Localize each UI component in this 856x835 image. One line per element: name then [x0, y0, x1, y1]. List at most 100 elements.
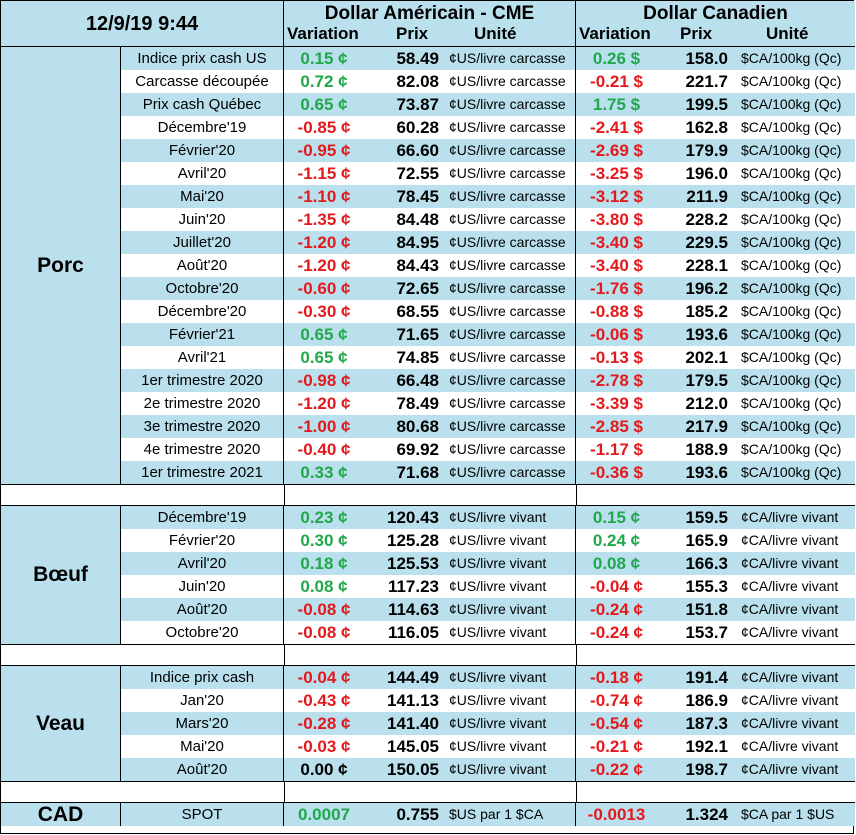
cad-variation: 0.08 ¢	[592, 554, 641, 573]
usd-price: 78.49	[396, 394, 439, 413]
usd-unit: ¢US/livre carcasse	[449, 254, 576, 277]
usd-price: 125.53	[387, 554, 439, 573]
cad-unit: $CA/100kg (Qc)	[741, 349, 842, 365]
usd-unit: ¢US/livre vivant	[449, 598, 576, 621]
table-row: Août'20 -0.08 ¢ 114.63 ¢US/livre vivant -0.2…	[1, 598, 855, 621]
cad-variation: -0.88 $	[590, 302, 643, 321]
usd-header: Dollar Américain - CME Variation Prix Un…	[284, 1, 576, 47]
row-label: Juin'20	[120, 575, 284, 598]
usd-price: 71.65	[396, 325, 439, 344]
usd-price: 58.49	[396, 49, 439, 68]
cad-price: 198.7	[685, 760, 728, 779]
cad-unit: $CA/100kg (Qc)	[741, 234, 842, 250]
usd-variation: -0.98 ¢	[297, 371, 351, 390]
usd-variation: 0.65 ¢	[300, 325, 348, 344]
row-label: 1er trimestre 2021	[120, 461, 284, 484]
usd-price: 66.60	[396, 141, 439, 160]
separator-line	[284, 782, 285, 802]
table-row: Décembre'20 -0.30 ¢ 68.55 ¢US/livre carcass…	[1, 300, 855, 323]
cad-price: 188.9	[685, 440, 728, 459]
usd-price: 68.55	[396, 302, 439, 321]
usd-price: 117.23	[387, 577, 439, 596]
cad-unit: $CA/100kg (Qc)	[741, 418, 842, 434]
cad-variation: -0.36 $	[590, 463, 643, 482]
usd-variation: 0.65 ¢	[300, 348, 348, 367]
cad-unit: ¢CA/livre vivant	[741, 578, 839, 594]
cad-unit: ¢CA/livre vivant	[741, 738, 839, 754]
table-row: Avril'20 0.18 ¢ 125.53 ¢US/livre vivant 0.08…	[1, 552, 855, 575]
separator-line	[284, 645, 285, 665]
table-row: 2e trimestre 2020 -1.20 ¢ 78.49 ¢US/livre c…	[1, 392, 855, 415]
usd-variation: -0.08 ¢	[297, 623, 351, 642]
cad-price: 159.5	[685, 508, 728, 527]
cad-variation: -0.24 ¢	[590, 600, 643, 619]
cad-unit: $CA/100kg (Qc)	[741, 280, 842, 296]
cad-price: 217.9	[685, 417, 728, 436]
row-label: Décembre'20	[120, 300, 284, 323]
table-row: Mai'20 -0.03 ¢ 145.05 ¢US/livre vivant -0.21…	[1, 735, 855, 758]
usd-variation: -0.08 ¢	[297, 600, 351, 619]
cad-variation: -3.80 $	[590, 210, 643, 229]
table-header: 12/9/19 9:44 Dollar Américain - CME Vari…	[1, 1, 855, 47]
cad-variation: -1.17 $	[590, 440, 643, 459]
cad-price: 179.5	[685, 371, 728, 390]
cad-variation: -2.85 $	[590, 417, 643, 436]
usd-price: 60.28	[396, 118, 439, 137]
row-label: Août'20	[120, 758, 284, 781]
table-row: Mai'20 -1.10 ¢ 78.45 ¢US/livre carcasse -3.1…	[1, 185, 855, 208]
cad-price: 196.0	[685, 164, 728, 183]
table-row: Carcasse découpée 0.72 ¢ 82.08 ¢US/livre ca…	[1, 70, 855, 93]
row-label: Août'20	[120, 254, 284, 277]
usd-price: 84.48	[396, 210, 439, 229]
cad-price: 212.0	[685, 394, 728, 413]
usd-unit: ¢US/livre carcasse	[449, 461, 576, 484]
cad-variation: -0.21 $	[590, 72, 643, 91]
usd-variation: -0.03 ¢	[297, 737, 351, 756]
separator-line	[576, 782, 577, 802]
cad-unit: $CA/100kg (Qc)	[741, 50, 842, 66]
cad-price: 1.324	[685, 805, 728, 824]
row-label: Avril'20	[120, 162, 284, 185]
cad-price: 187.3	[685, 714, 728, 733]
row-label: Avril'21	[120, 346, 284, 369]
cad-variation: -2.41 $	[590, 118, 643, 137]
usd-variation: 0.15 ¢	[300, 49, 348, 68]
cad-unit: $CA/100kg (Qc)	[741, 464, 842, 480]
usd-price: 145.05	[387, 737, 439, 756]
usd-price: 74.85	[396, 348, 439, 367]
usd-unit: ¢US/livre carcasse	[449, 185, 576, 208]
usd-variation: -1.20 ¢	[297, 233, 351, 252]
usd-variation: 0.0007	[298, 805, 350, 824]
cad-price: 192.1	[685, 737, 728, 756]
separator-line	[284, 485, 285, 505]
row-label: Mai'20	[120, 735, 284, 758]
row-label: Février'20	[120, 529, 284, 552]
cad-unit: ¢CA/livre vivant	[741, 715, 839, 731]
table-row: Juin'20 -1.35 ¢ 84.48 ¢US/livre carcasse -3.…	[1, 208, 855, 231]
cad-unit: ¢CA/livre vivant	[741, 624, 839, 640]
usd-price: 150.05	[387, 760, 439, 779]
cad-variation: -0.04 ¢	[590, 577, 643, 596]
usd-price: 116.05	[387, 623, 439, 642]
cad-variation: -0.06 $	[590, 325, 643, 344]
cad-price: 199.5	[685, 95, 728, 114]
usd-price: 69.92	[396, 440, 439, 459]
section-separator	[1, 644, 855, 666]
cad-price: 202.1	[685, 348, 728, 367]
cad-header: Dollar Canadien Variation Prix Unité	[576, 1, 855, 47]
usd-price: 72.65	[396, 279, 439, 298]
cad-unit: $CA/100kg (Qc)	[741, 96, 842, 112]
row-label: Mars'20	[120, 712, 284, 735]
usd-unit: ¢US/livre carcasse	[449, 323, 576, 346]
usd-unit: ¢US/livre vivant	[449, 666, 576, 689]
usd-variation: 0.08 ¢	[300, 577, 348, 596]
cad-price: 191.4	[685, 668, 728, 687]
cad-price: 162.8	[685, 118, 728, 137]
cad-unit: $CA/100kg (Qc)	[741, 211, 842, 227]
table-row: 1er trimestre 2020 -0.98 ¢ 66.48 ¢US/livre …	[1, 369, 855, 392]
usd-price: 80.68	[396, 417, 439, 436]
section-label: Veau	[1, 666, 120, 781]
usd-unit: $US par 1 $CA	[449, 803, 576, 826]
usd-unit: ¢US/livre carcasse	[449, 116, 576, 139]
table-row: Février'20 0.30 ¢ 125.28 ¢US/livre vivant 0.…	[1, 529, 855, 552]
